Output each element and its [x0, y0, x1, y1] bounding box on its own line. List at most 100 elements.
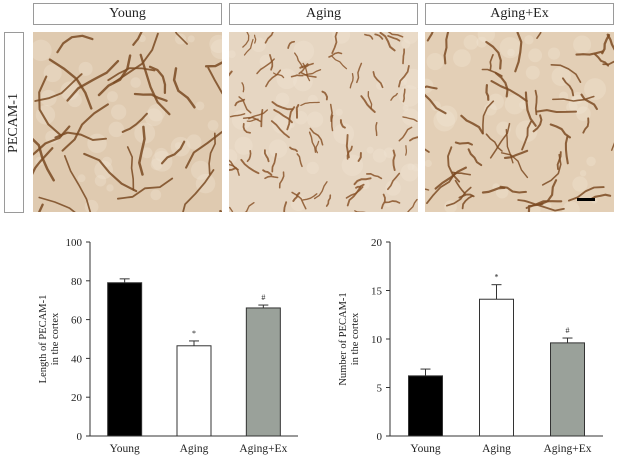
capillary-strand: [321, 90, 329, 101]
tissue-texture: [141, 147, 153, 159]
tissue-texture: [562, 201, 580, 212]
capillary-strand: [552, 95, 595, 102]
capillary-strand: [331, 32, 338, 54]
tissue-texture: [207, 120, 219, 131]
capillary-strand: [339, 119, 346, 129]
capillary-strand: [116, 177, 174, 200]
capillary-strand: [521, 120, 532, 151]
capillary-strand: [271, 152, 278, 173]
capillary-strand: [283, 201, 288, 212]
x-tick-label: Aging+Ex: [239, 443, 287, 455]
tissue-texture: [150, 158, 163, 171]
tissue-texture: [579, 170, 587, 177]
tissue-texture: [425, 78, 434, 94]
tissue-texture: [524, 35, 534, 45]
capillary-strand: [148, 65, 167, 95]
capillary-strand: [405, 145, 408, 156]
tissue-texture: [476, 36, 488, 48]
capillary-strand: [243, 38, 254, 56]
micrograph-aging: [229, 32, 418, 212]
capillary-strand: [564, 135, 569, 165]
capillary-strand: [485, 40, 502, 70]
capillary-strand: [302, 193, 318, 201]
y-tick-label: 0: [377, 431, 383, 443]
bar-aging-ex: [245, 307, 281, 437]
capillary-strand: [425, 85, 438, 90]
capillary-strand: [83, 152, 138, 193]
capillary-strand: [454, 179, 466, 195]
capillary-strand: [503, 149, 529, 159]
tissue-texture: [366, 146, 374, 154]
capillary-strand: [253, 34, 257, 44]
tissue-texture: [144, 108, 163, 127]
capillary-strand: [160, 140, 186, 165]
y-axis-label: Length of PECAM-1 in the cortex: [38, 295, 61, 384]
tissue-texture: [372, 148, 387, 163]
capillary-strand: [273, 108, 293, 124]
tissue-texture: [108, 121, 125, 138]
capillary-strand: [271, 101, 294, 111]
tissue-texture: [110, 104, 127, 120]
tissue-texture: [195, 101, 205, 111]
capillary-strand: [272, 72, 285, 79]
capillary-strand: [33, 147, 54, 176]
capillary-strand: [602, 60, 614, 66]
tissue-texture: [400, 163, 418, 182]
tissue-texture: [401, 108, 418, 126]
capillary-strand: [353, 177, 372, 186]
capillary-strand: [185, 130, 222, 169]
capillary-strand: [126, 146, 135, 191]
capillary-strand: [550, 63, 582, 84]
y-tick-label: 100: [66, 237, 83, 249]
capillary-strand: [138, 125, 146, 176]
capillary-strand: [97, 54, 132, 97]
capillary-strand: [372, 71, 384, 89]
tissue-texture: [307, 94, 318, 105]
capillary-strand: [356, 62, 363, 84]
capillary-strand: [375, 121, 378, 137]
capillary-strand: [139, 53, 171, 116]
capillary-strand: [48, 58, 93, 110]
tissue-texture: [383, 147, 395, 158]
capillary-strand: [494, 71, 509, 98]
capillary-strand: [482, 100, 495, 135]
capillary-strand: [534, 89, 538, 116]
tissue-texture: [210, 39, 222, 59]
capillary-strand: [387, 32, 404, 38]
capillary-strand: [367, 91, 373, 110]
tissue-texture: [154, 147, 169, 162]
tissue-texture: [547, 47, 561, 60]
capillary-strand: [390, 92, 398, 101]
capillary-strand: [387, 35, 401, 42]
x-tick-label: Aging+Ex: [543, 443, 591, 455]
capillary-strand: [402, 116, 418, 122]
capillary-strand: [264, 175, 279, 180]
tissue-texture: [190, 160, 211, 180]
tissue-texture: [333, 123, 355, 145]
capillary-strand: [357, 151, 362, 162]
capillary-strand: [291, 191, 307, 210]
capillary-strand: [256, 58, 275, 75]
capillary-strand: [426, 32, 434, 42]
capillary-strand: [354, 210, 366, 212]
x-tick-label: Aging: [482, 443, 511, 455]
tissue-texture: [151, 150, 173, 172]
capillary-strand: [315, 140, 320, 154]
vessel-drawing-young: [33, 32, 222, 212]
capillary-strand: [295, 104, 300, 119]
capillary-strand: [229, 206, 234, 212]
capillary-strand: [386, 172, 401, 191]
capillary-strand: [286, 106, 296, 131]
capillary-strand: [366, 172, 383, 180]
capillary-strand: [263, 149, 270, 163]
capillary-strand: [398, 65, 410, 88]
capillary-strand: [300, 71, 317, 78]
capillary-strand: [409, 136, 418, 142]
tissue-texture: [259, 54, 274, 69]
capillary-strand: [66, 59, 120, 102]
tissue-texture: [33, 39, 52, 62]
capillary-strand: [460, 114, 484, 135]
tissue-texture: [576, 106, 591, 122]
tissue-texture: [551, 66, 571, 87]
capillary-strand: [244, 201, 255, 212]
